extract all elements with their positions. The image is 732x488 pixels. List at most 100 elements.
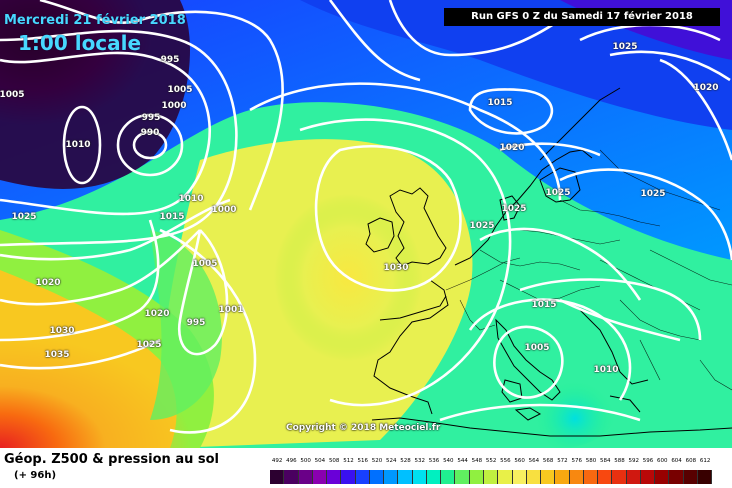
legend-label: 564: [528, 458, 540, 464]
isobar-label: 995: [141, 113, 161, 123]
legend-label: 556: [500, 458, 511, 464]
isobar-label: 995: [160, 55, 180, 65]
legend-swatch: [441, 470, 456, 484]
legend-swatch: [697, 470, 713, 484]
legend-label: 596: [642, 458, 654, 464]
isobar-label: 1015: [159, 212, 185, 222]
isobar-label: 1010: [178, 194, 204, 204]
isobar-label: 1015: [531, 300, 557, 310]
legend-label: 532: [414, 458, 426, 464]
isobar-label: 1010: [593, 365, 619, 375]
legend-label: 568: [542, 458, 554, 464]
legend-swatch: [640, 470, 656, 484]
legend-label: 600: [657, 458, 668, 464]
legend-swatch: [341, 470, 356, 484]
isobar-label: 1035: [44, 350, 70, 360]
legend-label: 496: [286, 458, 297, 464]
isobar-label: 1015: [487, 98, 513, 108]
legend-swatch: [312, 470, 328, 484]
legend-swatch: [284, 470, 299, 484]
legend-label: 516: [357, 458, 368, 464]
legend-swatch: [512, 470, 527, 484]
legend-swatch: [412, 470, 427, 484]
isobars: [0, 0, 732, 434]
legend-swatch: [327, 470, 342, 484]
isobar-label: 1020: [499, 143, 525, 153]
legend-label: 580: [585, 458, 597, 464]
legend-label: 604: [671, 458, 682, 464]
isobar-label: 1001: [218, 305, 244, 315]
legend-swatch: [469, 470, 484, 484]
legend-swatch: [426, 470, 442, 484]
legend-label: 524: [386, 458, 397, 464]
isobar-label: 1025: [612, 42, 638, 52]
legend-swatch: [270, 470, 285, 484]
isobar-label: 995: [186, 318, 206, 328]
isobar-label: 1020: [144, 309, 170, 319]
legend-swatch: [298, 470, 313, 484]
run-info: Run GFS 0 Z du Samedi 17 février 2018: [444, 8, 720, 26]
copyright: Copyright © 2018 Meteociel.fr: [286, 423, 441, 433]
legend-label: 500: [300, 458, 311, 464]
legend-label: 592: [628, 458, 640, 464]
legend-label: 572: [557, 458, 568, 464]
field-core: [0, 0, 190, 189]
map-canvas: [0, 0, 732, 448]
legend-label: 536: [428, 458, 440, 464]
legend-label: 588: [614, 458, 625, 464]
legend-swatch: [526, 470, 542, 484]
legend-swatch: [398, 470, 413, 484]
legend-swatch: [369, 470, 385, 484]
legend-label: 508: [328, 458, 340, 464]
legend-label: 612: [699, 458, 711, 464]
legend-swatches: [270, 470, 713, 484]
isobar-label: 1025: [136, 340, 162, 350]
legend-swatch: [355, 470, 370, 484]
isobar-label: 1005: [524, 343, 550, 353]
isobar-label: 1025: [640, 189, 666, 199]
legend-label: 584: [599, 458, 611, 464]
isobar-label: 1030: [383, 263, 409, 273]
legend-label: 552: [485, 458, 497, 464]
legend-label: 504: [314, 458, 326, 464]
isobar-label: 1005: [0, 90, 25, 100]
map-title: Géop. Z500 & pression au sol: [4, 452, 219, 467]
legend-swatch: [626, 470, 641, 484]
legend-swatch: [455, 470, 470, 484]
isobar-label: 1030: [49, 326, 75, 336]
legend-swatch: [483, 470, 499, 484]
legend-label: 520: [371, 458, 383, 464]
field-green-trough: [150, 230, 222, 420]
legend-swatch: [683, 470, 698, 484]
legend-swatch: [583, 470, 599, 484]
legend-label: 492: [271, 458, 283, 464]
legend-label: 512: [343, 458, 354, 464]
legend-swatch: [612, 470, 627, 484]
legend-swatch: [555, 470, 570, 484]
forecast-offset: (+ 96h): [14, 470, 57, 481]
isobar-label: 1025: [11, 212, 37, 222]
legend-swatch: [598, 470, 613, 484]
isobar-label: 1025: [501, 204, 527, 214]
legend-swatch: [669, 470, 684, 484]
isobar-label: 1025: [545, 188, 571, 198]
legend-label: 608: [685, 458, 697, 464]
isobar-label: 1020: [693, 83, 719, 93]
isobar-label: 1000: [211, 205, 237, 215]
legend-label: 576: [571, 458, 582, 464]
isobar-label: 1020: [35, 278, 61, 288]
legend-label: 548: [471, 458, 483, 464]
isobar-label: 1025: [469, 221, 495, 231]
isobar-label: 1000: [161, 101, 187, 111]
isobar-label: 990: [140, 128, 160, 138]
isobar-label: 1005: [167, 85, 193, 95]
legend-labels: 492 496 500 504 508 512 516 520 524 528 532 536 540 5…: [270, 458, 712, 468]
footer: Géop. Z500 & pression au sol (+ 96h) 492…: [0, 448, 732, 488]
legend-label: 544: [457, 458, 468, 464]
legend-swatch: [384, 470, 399, 484]
isobar-label: 1005: [192, 259, 218, 269]
legend-label: 540: [443, 458, 454, 464]
legend-swatch: [541, 470, 556, 484]
valid-date: Mercredi 21 février 2018: [4, 13, 186, 28]
legend-swatch: [569, 470, 584, 484]
